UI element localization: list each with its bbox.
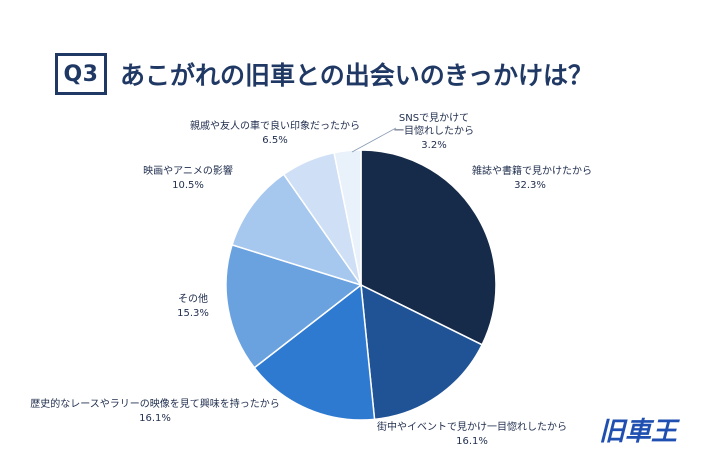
pie-slice — [333, 149, 362, 286]
slice-value-label: 3.2% — [421, 140, 446, 151]
chart-title: あこがれの旧車との出会いのきっかけは？ — [120, 61, 594, 90]
leader-line — [351, 127, 397, 153]
question-number-badge: Q3 — [55, 53, 107, 95]
pie-slice — [225, 243, 363, 369]
slice-label: 歴史的なレースやラリーの映像を見て興味を持ったから — [30, 397, 280, 410]
slice-label: 親戚や友人の車で良い印象だったから — [190, 119, 360, 132]
slice-label: 映画やアニメの影響 — [143, 164, 233, 177]
slice-label: SNSで見かけて — [399, 112, 469, 124]
slice-value-label: 6.5% — [262, 135, 287, 146]
slice-value-label: 15.3% — [177, 308, 209, 319]
pie-slice — [231, 173, 363, 287]
slice-value-label: 10.5% — [172, 180, 204, 191]
brand-logo-text: 旧車王 — [599, 417, 680, 447]
slice-value-label: 16.1% — [456, 436, 488, 447]
pie-slice — [253, 283, 376, 421]
slice-value-label: 32.3% — [514, 180, 546, 191]
slice-value-label: 16.1% — [139, 413, 171, 424]
slice-label: 雑誌や書籍で見かけたから — [472, 164, 592, 177]
pie-slice — [360, 283, 484, 421]
slice-label: その他 — [178, 292, 208, 305]
pie-slice — [360, 149, 497, 346]
slice-label: 街中やイベントで見かけ一目惚れしたから — [377, 420, 567, 433]
slice-label: 一目惚れしたから — [394, 124, 474, 137]
